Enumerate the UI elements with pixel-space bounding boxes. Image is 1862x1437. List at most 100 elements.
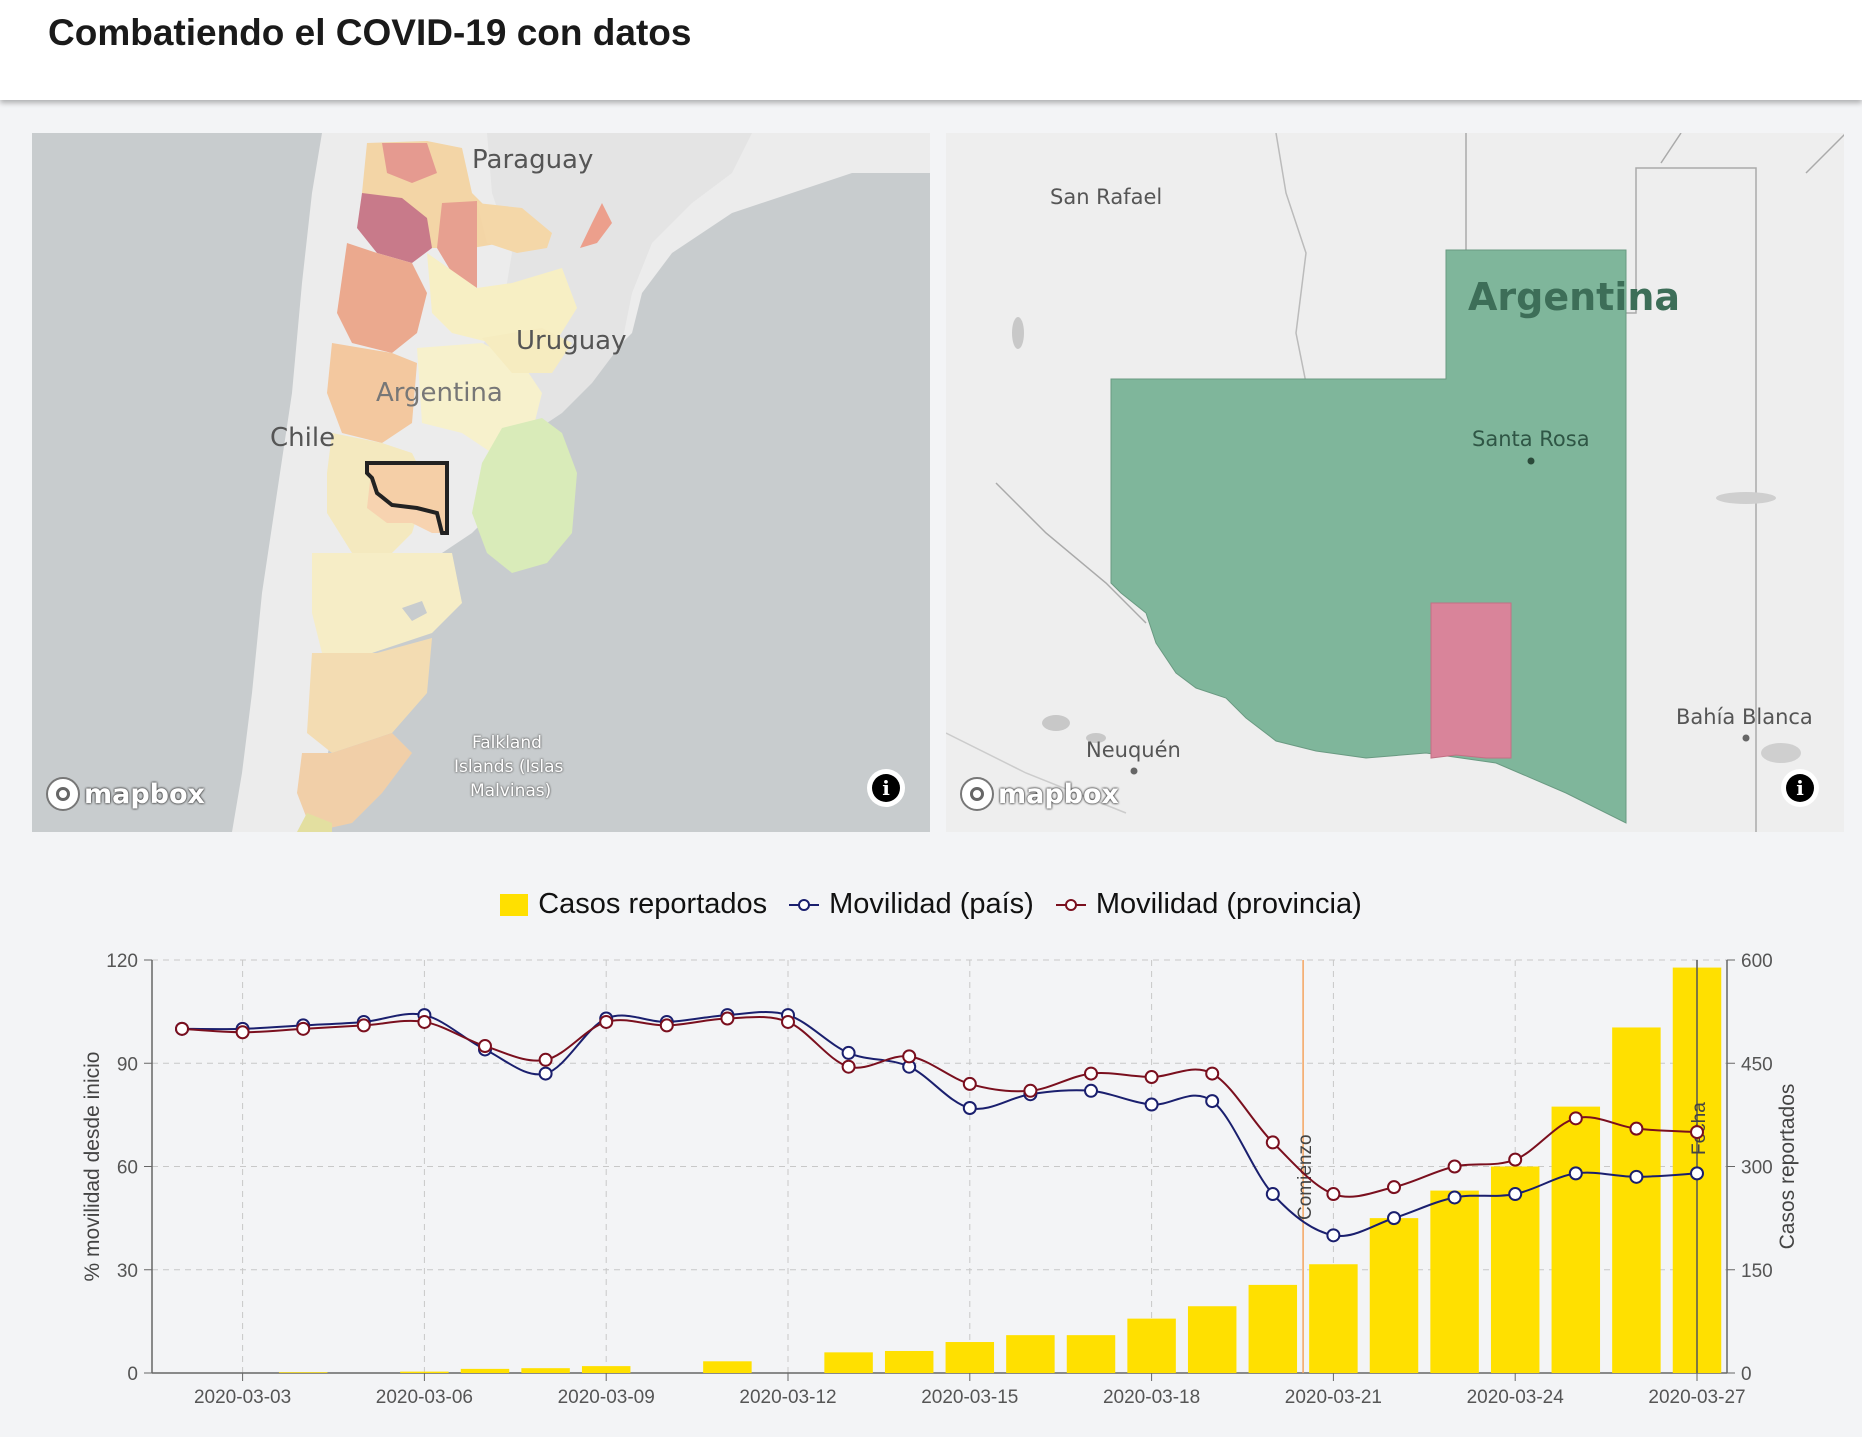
point-mobility-province[interactable] [962,1076,977,1091]
point-mobility-province[interactable] [1690,1125,1704,1140]
point-mobility-province[interactable] [720,1011,735,1026]
point-mobility-province[interactable] [599,1014,614,1029]
y-left-tick-label: 60 [117,1158,138,1179]
cases-mobility-chart[interactable]: 0 30 60 90 120 0 150 300 450 600 2020-03-03 2020-03… [0,930,1862,1430]
point-mobility-province[interactable] [1387,1180,1401,1195]
point-mobility-province[interactable] [841,1059,856,1074]
map-label-argentina: Argentina [376,378,503,408]
bar-cases[interactable] [1187,1306,1237,1373]
point-mobility-country[interactable] [1629,1169,1644,1184]
bar-cases[interactable] [1612,1027,1661,1373]
y-left-tick-label: 0 [127,1364,138,1385]
x-tick-label: 2020-03-06 [376,1387,473,1408]
y-right-tick-label: 600 [1741,951,1773,972]
x-tick-label: 2020-03-18 [1103,1387,1200,1408]
point-mobility-province[interactable] [478,1039,492,1054]
y-left-tick-label: 30 [117,1261,138,1282]
map-label-santa-rosa: Santa Rosa [1472,427,1590,451]
point-mobility-country[interactable] [1326,1228,1341,1243]
point-mobility-country[interactable] [1387,1211,1401,1226]
legend-swatch-cases [500,893,529,916]
bar-cases[interactable] [1369,1218,1419,1373]
bar-cases[interactable] [581,1366,631,1373]
legend-item-mob-province[interactable]: Movilidad (provincia) [1055,888,1362,921]
mapbox-logo-text: mapbox [84,778,205,810]
province-map-canvas[interactable] [946,133,1844,832]
bar-cases[interactable] [1551,1106,1601,1373]
map-info-button[interactable]: i [1781,769,1819,807]
point-mobility-province[interactable] [1508,1152,1523,1167]
bar-cases[interactable] [1309,1264,1358,1373]
point-mobility-country[interactable] [962,1100,977,1115]
x-tick-label: 2020-03-09 [558,1387,655,1408]
point-mobility-province[interactable] [781,1014,795,1029]
map-label-falkland-line3: Malvinas) [470,781,552,801]
point-mobility-country[interactable] [1447,1190,1462,1205]
bar-cases[interactable] [460,1368,510,1373]
point-mobility-province[interactable] [1023,1083,1038,1098]
point-mobility-province[interactable] [1447,1159,1462,1174]
legend-swatch-mob-country [789,898,820,911]
bar-cases[interactable] [1066,1335,1116,1373]
map-info-button[interactable]: i [867,769,905,807]
point-mobility-country[interactable] [1508,1187,1523,1202]
point-mobility-country[interactable] [538,1066,553,1081]
mapbox-logo-icon [46,777,80,811]
map-label-neuquen: Neuquén [1086,738,1181,762]
point-mobility-country[interactable] [1690,1166,1704,1181]
bar-cases[interactable] [1430,1190,1479,1373]
point-mobility-country[interactable] [1084,1083,1098,1098]
point-mobility-country[interactable] [841,1045,856,1060]
point-mobility-province[interactable] [538,1052,553,1067]
point-mobility-province[interactable] [356,1018,371,1033]
country-map-canvas[interactable] [32,133,930,832]
bar-cases[interactable] [824,1352,873,1373]
legend-label-mob-province: Movilidad (provincia) [1095,888,1362,920]
point-mobility-province[interactable] [1205,1066,1220,1081]
point-mobility-province[interactable] [1084,1066,1098,1081]
app-header: Combatiendo el COVID-19 con datos [0,0,1862,100]
point-mobility-country[interactable] [1568,1166,1583,1181]
bar-cases[interactable] [1248,1284,1298,1373]
map-label-falkland: Falkland [472,733,542,753]
point-mobility-country[interactable] [1144,1097,1159,1112]
country-choropleth-map[interactable]: Paraguay Uruguay Argentina Chile Falklan… [32,133,930,832]
point-mobility-province[interactable] [1265,1135,1280,1150]
y-right-tick-label: 450 [1741,1054,1773,1075]
y-left-axis-label: % movilidad desde inicio [81,1052,104,1282]
event-marker-label: Comienzo [1295,1134,1316,1220]
bar-cases[interactable] [703,1361,752,1373]
legend-item-cases[interactable]: Casos reportados [500,888,767,921]
point-mobility-province[interactable] [235,1025,250,1040]
point-mobility-province[interactable] [175,1021,189,1036]
bar-cases[interactable] [945,1342,995,1373]
legend-swatch-mob-province [1055,898,1086,911]
point-mobility-province[interactable] [1568,1111,1583,1126]
point-mobility-country[interactable] [1205,1094,1220,1109]
line-mobility-province [181,1016,1698,1198]
mapbox-logo-icon [960,777,994,811]
point-mobility-country[interactable] [1265,1187,1280,1202]
point-mobility-province[interactable] [1629,1121,1644,1136]
legend-item-mob-country[interactable]: Movilidad (país) [789,888,1034,921]
x-tick-label: 2020-03-12 [739,1387,836,1408]
province-department-map[interactable]: San Rafael Argentina Santa Rosa Neuquén … [946,133,1844,832]
map-label-province-country: Argentina [1468,275,1681,319]
point-mobility-province[interactable] [902,1049,917,1064]
point-mobility-province[interactable] [417,1014,432,1029]
bar-cases[interactable] [521,1368,570,1373]
bar-cases[interactable] [1127,1318,1176,1373]
bar-cases[interactable] [400,1371,449,1373]
bar-cases[interactable] [884,1350,934,1373]
point-mobility-province[interactable] [1326,1187,1341,1202]
point-mobility-province[interactable] [1144,1070,1159,1085]
point-mobility-province[interactable] [659,1018,674,1033]
mapbox-logo[interactable]: mapbox [960,777,1119,811]
bar-cases[interactable] [278,1372,328,1373]
x-tick-label: 2020-03-03 [194,1387,291,1408]
x-tick-label: 2020-03-27 [1648,1387,1745,1408]
point-mobility-province[interactable] [296,1021,311,1036]
mapbox-logo[interactable]: mapbox [46,777,205,811]
y-right-tick-label: 300 [1741,1158,1773,1179]
bar-cases[interactable] [1006,1335,1055,1373]
